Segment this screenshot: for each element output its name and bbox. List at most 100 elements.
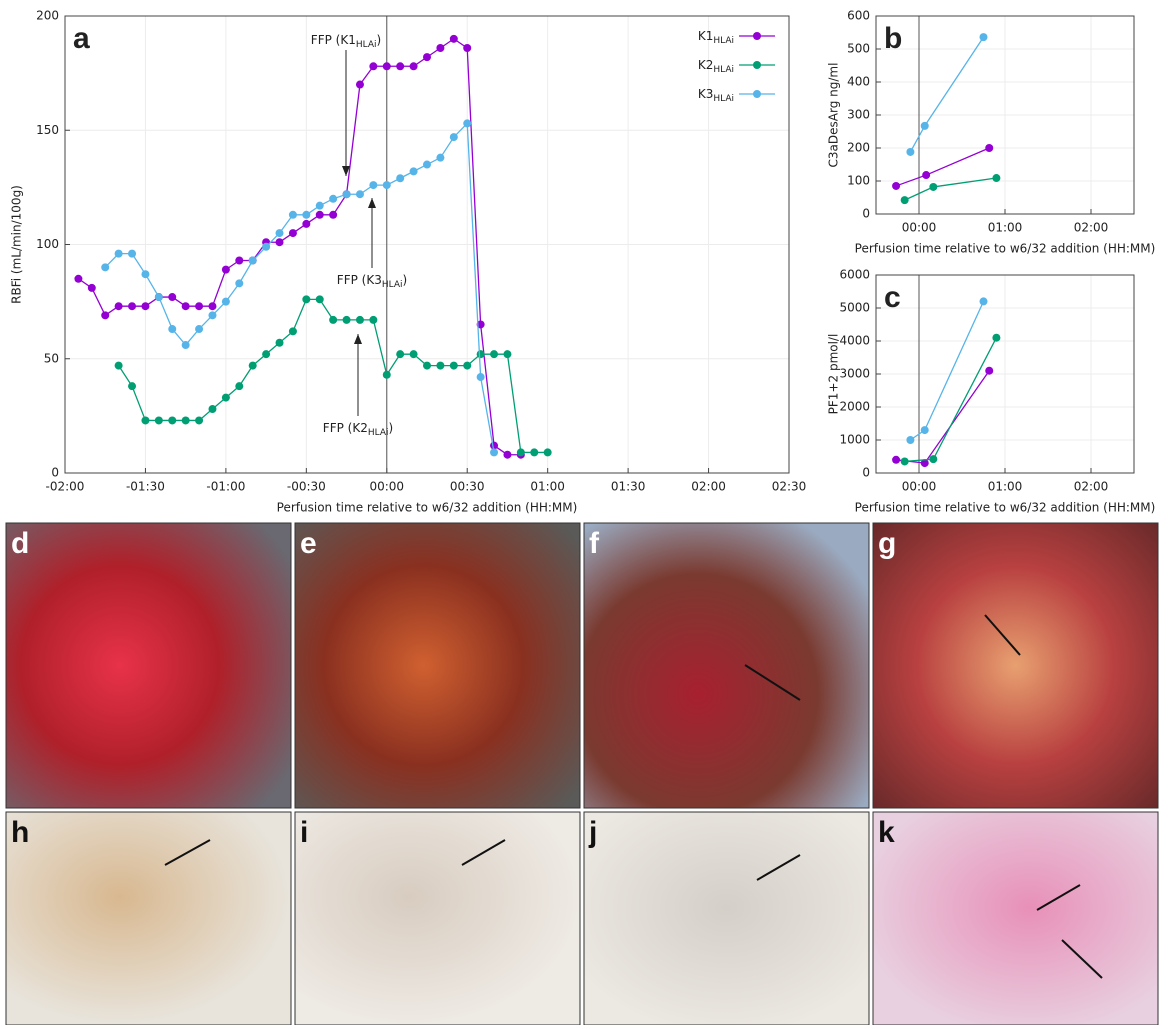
data-point xyxy=(329,195,337,203)
subscript: HLAi xyxy=(713,94,734,104)
text-part: ) xyxy=(403,273,408,287)
x-tick-label: 02:00 xyxy=(691,480,726,494)
data-point xyxy=(463,362,471,370)
data-point xyxy=(302,220,310,228)
text-part: K1 xyxy=(698,29,714,43)
subscript: HLAi xyxy=(382,280,403,290)
data-point xyxy=(141,302,149,310)
y-tick-label: 100 xyxy=(36,237,59,251)
panel-letter: f xyxy=(589,527,600,560)
data-point xyxy=(892,456,900,464)
data-point xyxy=(410,350,418,358)
data-point xyxy=(128,250,136,258)
panel-letter: j xyxy=(588,816,597,849)
data-point xyxy=(128,302,136,310)
data-point xyxy=(892,182,900,190)
data-point xyxy=(901,457,909,465)
data-point xyxy=(980,33,988,41)
data-point xyxy=(929,455,937,463)
data-point xyxy=(921,122,929,130)
data-point xyxy=(477,373,485,381)
data-point xyxy=(503,451,511,459)
data-point xyxy=(289,229,297,237)
data-point xyxy=(410,62,418,70)
y-axis-label: PF1+2 pmol/l xyxy=(827,334,841,415)
text-part: ) xyxy=(377,33,382,47)
series-line xyxy=(78,39,520,455)
photo xyxy=(584,812,869,1025)
panel-letter: h xyxy=(11,816,29,849)
photo xyxy=(584,523,869,808)
x-tick-label: 01:00 xyxy=(988,221,1023,235)
legend-marker xyxy=(753,32,761,40)
data-point xyxy=(356,81,364,89)
data-point xyxy=(262,350,270,358)
data-point xyxy=(992,334,1000,342)
data-point xyxy=(235,279,243,287)
legend-label: K1HLAi xyxy=(698,29,734,46)
x-tick-label: 00:00 xyxy=(902,221,937,235)
y-tick-label: 400 xyxy=(847,75,870,89)
data-point xyxy=(544,448,552,456)
data-point xyxy=(383,181,391,189)
data-point xyxy=(329,211,337,219)
data-point xyxy=(195,302,203,310)
x-tick-label: 01:30 xyxy=(611,480,646,494)
data-point xyxy=(168,293,176,301)
data-point xyxy=(450,362,458,370)
x-tick-label: -02:00 xyxy=(46,480,85,494)
series-line xyxy=(905,338,997,462)
data-point xyxy=(195,325,203,333)
y-tick-label: 100 xyxy=(847,174,870,188)
data-point xyxy=(423,161,431,169)
series-line xyxy=(105,123,494,452)
data-point xyxy=(463,119,471,127)
data-point xyxy=(141,270,149,278)
data-point xyxy=(980,297,988,305)
photo xyxy=(6,812,291,1025)
subscript: HLAi xyxy=(713,36,734,46)
y-tick-label: 200 xyxy=(847,141,870,155)
panel-letter: i xyxy=(300,816,308,849)
data-point xyxy=(906,148,914,156)
panel-letter: c xyxy=(884,281,901,314)
x-tick-label: 00:30 xyxy=(450,480,485,494)
data-point xyxy=(450,35,458,43)
text-part: K3 xyxy=(698,87,714,101)
y-axis-label: C3aDesArg ng/ml xyxy=(827,63,841,168)
y-tick-label: 500 xyxy=(847,42,870,56)
data-point xyxy=(141,416,149,424)
text-part: K2 xyxy=(698,58,714,72)
annotation: FFP (K2HLAi) xyxy=(323,421,393,438)
data-point xyxy=(517,448,525,456)
y-tick-label: 600 xyxy=(847,9,870,23)
annotation: FFP (K1HLAi) xyxy=(311,33,381,50)
arrow-head xyxy=(354,334,362,344)
data-point xyxy=(410,167,418,175)
data-point xyxy=(423,53,431,61)
panel-letter: b xyxy=(884,22,902,55)
legend-label: K2HLAi xyxy=(698,58,734,75)
y-tick-label: 0 xyxy=(51,466,59,480)
x-axis-label: Perfusion time relative to w6/32 additio… xyxy=(855,501,1156,515)
photo xyxy=(295,812,580,1025)
x-tick-label: 02:30 xyxy=(772,480,807,494)
data-point xyxy=(490,350,498,358)
data-point xyxy=(208,302,216,310)
data-point xyxy=(115,362,123,370)
data-point xyxy=(115,302,123,310)
data-point xyxy=(262,243,270,251)
data-point xyxy=(396,174,404,182)
annotation: FFP (K3HLAi) xyxy=(337,273,407,290)
x-tick-label: 02:00 xyxy=(1074,480,1109,494)
data-point xyxy=(369,62,377,70)
data-point xyxy=(477,350,485,358)
data-point xyxy=(396,62,404,70)
y-tick-label: 6000 xyxy=(839,268,870,282)
x-axis-label: Perfusion time relative to w6/32 additio… xyxy=(277,501,578,515)
data-point xyxy=(992,174,1000,182)
y-tick-label: 1000 xyxy=(839,433,870,447)
data-point xyxy=(208,311,216,319)
data-point xyxy=(316,295,324,303)
data-point xyxy=(929,183,937,191)
